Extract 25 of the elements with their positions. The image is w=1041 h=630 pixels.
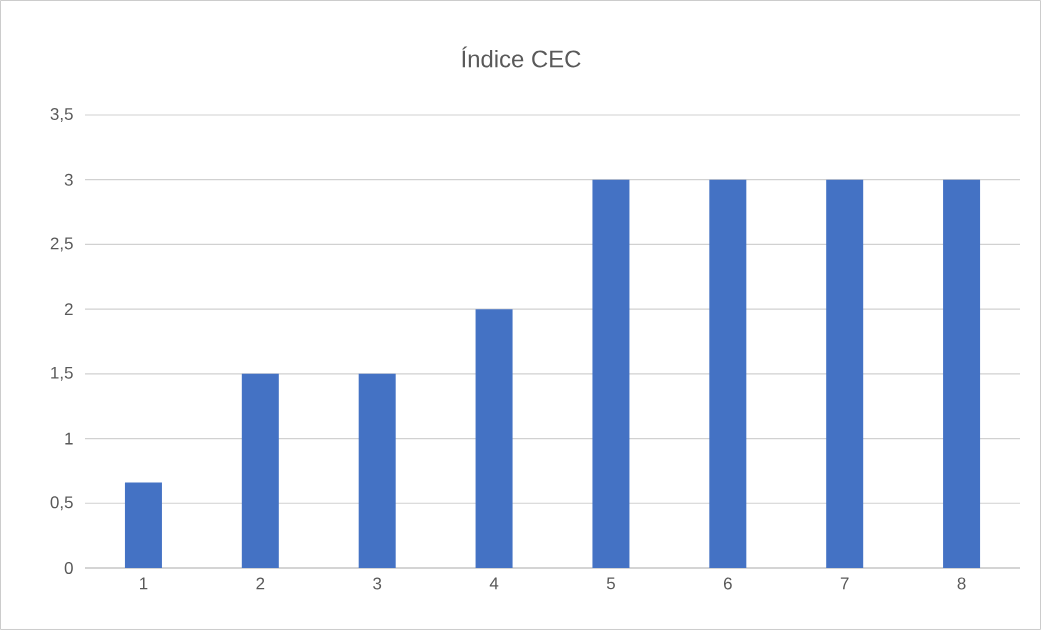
x-tick-label: 4 xyxy=(489,577,499,590)
y-tick-label: 2,5 xyxy=(50,237,73,252)
y-tick-label: 3 xyxy=(64,173,73,186)
bar xyxy=(943,179,981,568)
x-tick-label: 6 xyxy=(723,577,732,590)
bar xyxy=(358,373,396,568)
x-tick-label: 7 xyxy=(840,577,849,590)
x-tick-label: 8 xyxy=(957,577,966,590)
bar xyxy=(241,373,279,568)
x-tick-label: 5 xyxy=(606,577,615,590)
x-tick-label: 1 xyxy=(140,577,148,590)
chart-title: Índice CEC xyxy=(462,46,581,68)
y-tick-label: 2 xyxy=(64,303,73,316)
bar xyxy=(475,309,513,568)
y-tick-label: 1 xyxy=(65,432,73,445)
y-tick-label: 1,5 xyxy=(51,366,73,381)
y-tick-label: 0 xyxy=(64,561,73,574)
bar xyxy=(592,179,630,568)
x-tick-label: 3 xyxy=(373,577,382,590)
bar xyxy=(826,179,864,568)
y-tick-label: 0,5 xyxy=(50,496,73,511)
y-tick-label: 3,5 xyxy=(50,107,73,122)
bar xyxy=(124,482,162,568)
x-tick-label: 2 xyxy=(256,577,265,590)
bar xyxy=(709,179,747,568)
